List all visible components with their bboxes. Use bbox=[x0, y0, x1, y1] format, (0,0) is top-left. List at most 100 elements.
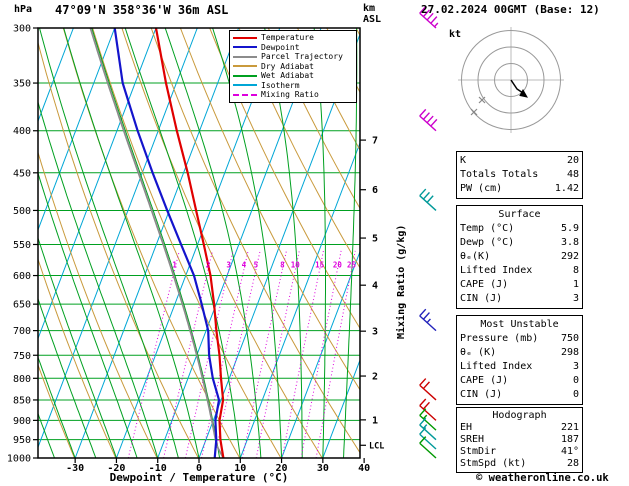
stat-row: EH 221 bbox=[460, 422, 579, 434]
hodograph-panel: Hodograph EH 221 SREH 187 StmDir 41° StmSpd (k… bbox=[456, 407, 583, 473]
svg-text:0: 0 bbox=[196, 463, 202, 474]
wind-barb-column bbox=[419, 6, 439, 459]
stat-label: StmSpd (kt) bbox=[460, 458, 527, 469]
stat-label: CIN (J) bbox=[460, 293, 503, 304]
stat-label: Lifted Index bbox=[460, 361, 533, 372]
svg-text:450: 450 bbox=[13, 168, 31, 179]
stat-value: 5.9 bbox=[560, 223, 579, 234]
altitude-axis-unit-km: km bbox=[363, 3, 376, 14]
stat-row: StmDir 41° bbox=[460, 446, 579, 458]
altitude-axis-unit-asl: ASL bbox=[363, 14, 382, 25]
svg-text:2: 2 bbox=[372, 372, 378, 383]
temperature-curve bbox=[154, 28, 225, 458]
svg-text:350: 350 bbox=[13, 79, 31, 90]
stat-value: 48 bbox=[566, 169, 579, 180]
stat-row: Lifted Index 3 bbox=[460, 360, 579, 374]
stat-value: 41° bbox=[560, 446, 579, 457]
svg-text:30: 30 bbox=[317, 463, 329, 474]
mixing-ratio-lines bbox=[127, 250, 356, 458]
stat-value: 1.42 bbox=[554, 183, 579, 194]
svg-text:750: 750 bbox=[13, 351, 31, 362]
svg-text:-20: -20 bbox=[107, 463, 125, 474]
legend-item: Isotherm bbox=[233, 81, 353, 91]
pressure-tick-labels: 300 350 400 450 500 550 600 650 700 750 800 850 900 9… bbox=[7, 24, 38, 465]
hodograph-trace bbox=[510, 79, 524, 94]
hodograph-rows: EH 221 SREH 187 StmDir 41° StmSpd (kt) 28 bbox=[460, 422, 579, 470]
stat-value: 1 bbox=[572, 279, 579, 290]
stat-row: CIN (J) 0 bbox=[460, 388, 579, 402]
stat-label: EH bbox=[460, 422, 473, 433]
svg-text:800: 800 bbox=[13, 374, 31, 385]
stat-row: Totals Totals 48 bbox=[460, 168, 579, 182]
legend-item: Parcel Trajectory bbox=[233, 52, 353, 62]
svg-text:20: 20 bbox=[276, 463, 288, 474]
wind-barb bbox=[419, 427, 437, 450]
stat-value: 0 bbox=[572, 375, 579, 386]
stat-label: Temp (°C) bbox=[460, 223, 515, 234]
wind-barb bbox=[419, 417, 437, 441]
svg-text:3: 3 bbox=[372, 327, 378, 338]
legend-label: Parcel Trajectory bbox=[261, 52, 343, 62]
wet-adiabat-lines bbox=[38, 28, 358, 458]
stat-label: Totals Totals bbox=[460, 169, 539, 180]
stat-row: Dewp (°C) 3.8 bbox=[460, 236, 579, 250]
wind-barb bbox=[419, 398, 437, 421]
stat-value: 187 bbox=[560, 434, 579, 445]
stat-value: 750 bbox=[560, 333, 579, 344]
stat-label: θₑ (K) bbox=[460, 347, 497, 358]
stat-value: 0 bbox=[572, 389, 579, 400]
stat-label: Lifted Index bbox=[460, 265, 533, 276]
svg-text:550: 550 bbox=[13, 240, 31, 251]
lcl-label: LCL bbox=[369, 441, 384, 451]
legend-item: Dry Adiabat bbox=[233, 62, 353, 72]
legend-label: Isotherm bbox=[261, 80, 300, 90]
pressure-gridlines bbox=[38, 28, 360, 458]
legend-item: Dewpoint bbox=[233, 43, 353, 53]
svg-text:2: 2 bbox=[206, 261, 211, 270]
wind-barb bbox=[419, 308, 437, 332]
stat-label: StmDir bbox=[460, 446, 497, 457]
hodograph: kt bbox=[449, 27, 564, 133]
stat-value: 221 bbox=[560, 422, 579, 433]
stat-label: PW (cm) bbox=[460, 183, 503, 194]
stat-label: Dewp (°C) bbox=[460, 237, 515, 248]
legend-item: Mixing Ratio bbox=[233, 90, 353, 100]
most-unstable-panel: Most Unstable Pressure (mb) 750 θₑ (K) 298 L… bbox=[456, 315, 583, 405]
stat-value: 298 bbox=[560, 347, 579, 358]
legend-swatch-temperature bbox=[233, 36, 257, 39]
x-axis-label: Dewpoint / Temperature (°C) bbox=[109, 471, 289, 484]
svg-text:1: 1 bbox=[172, 261, 177, 270]
stat-label: Pressure (mb) bbox=[460, 333, 539, 344]
svg-text:500: 500 bbox=[13, 206, 31, 217]
svg-text:10: 10 bbox=[234, 463, 246, 474]
stat-label: CAPE (J) bbox=[460, 279, 509, 290]
hodograph-unit-label: kt bbox=[449, 29, 461, 40]
stat-label: θₑ(K) bbox=[460, 251, 491, 262]
legend-swatch-dewpoint bbox=[233, 46, 257, 49]
svg-text:4: 4 bbox=[372, 281, 378, 292]
wind-barb bbox=[419, 408, 437, 431]
svg-text:7: 7 bbox=[372, 136, 378, 147]
temperature-tick-labels: -30 -20 -10 0 10 20 30 40 bbox=[66, 458, 370, 474]
svg-text:40: 40 bbox=[358, 463, 370, 474]
wind-barb bbox=[419, 188, 437, 211]
svg-text:15: 15 bbox=[315, 261, 324, 270]
stat-row: θₑ(K) 292 bbox=[460, 250, 579, 264]
svg-text:25: 25 bbox=[347, 261, 356, 270]
stat-label: CAPE (J) bbox=[460, 375, 509, 386]
svg-text:400: 400 bbox=[13, 126, 31, 137]
stat-value: 20 bbox=[566, 155, 579, 166]
surface-panel: Surface Temp (°C) 5.9 Dewp (°C) 3.8 θₑ(K) 292… bbox=[456, 205, 583, 309]
svg-text:700: 700 bbox=[13, 326, 31, 337]
plot-area bbox=[38, 28, 360, 458]
stat-row: PW (cm) 1.42 bbox=[460, 182, 579, 196]
station-title: 47°09'N 358°36'W 36m ASL bbox=[55, 3, 229, 17]
wind-barb bbox=[419, 6, 439, 29]
indices-panel: K 20 Totals Totals 48 PW (cm) 1.42 bbox=[456, 151, 583, 199]
svg-text:5: 5 bbox=[372, 234, 378, 245]
legend-label: Dry Adiabat bbox=[261, 61, 314, 71]
legend-item: Wet Adiabat bbox=[233, 71, 353, 81]
legend-swatch-dry bbox=[233, 65, 257, 68]
stat-value: 8 bbox=[572, 265, 579, 276]
svg-text:1: 1 bbox=[372, 415, 378, 426]
